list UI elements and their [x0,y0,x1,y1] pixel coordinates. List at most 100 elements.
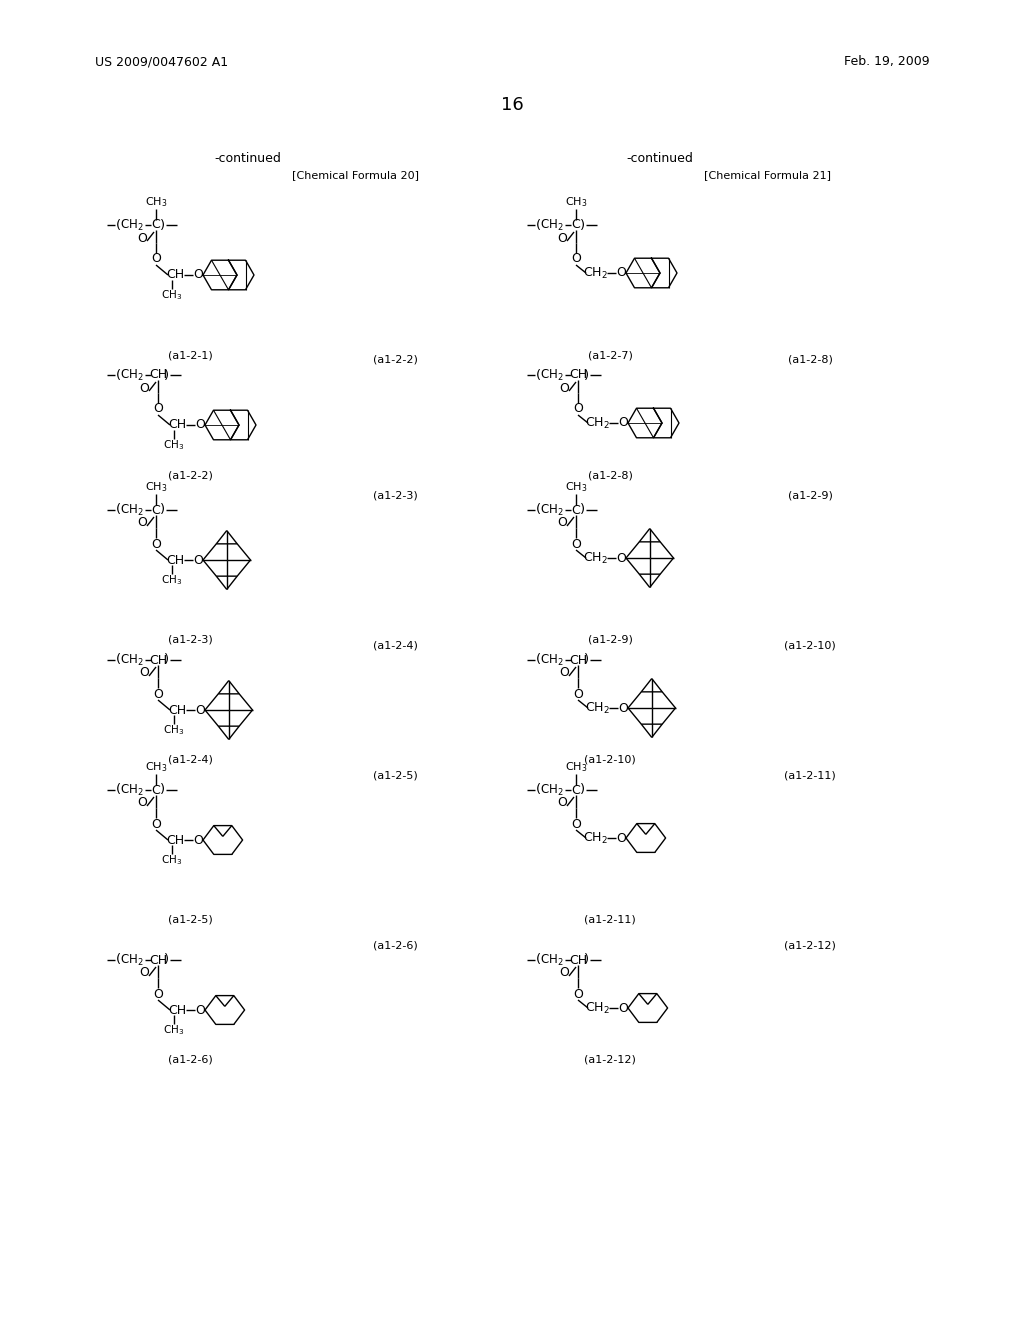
Text: O: O [571,252,581,265]
Text: O: O [571,817,581,830]
Text: O: O [571,537,581,550]
Text: ): ) [165,953,170,966]
Text: (: ( [536,368,541,381]
Text: O: O [616,267,626,280]
Text: (a1-2-7): (a1-2-7) [588,350,633,360]
Text: CH$_3$: CH$_3$ [565,760,587,774]
Text: O: O [139,381,148,395]
Text: CH: CH [148,953,167,966]
Text: (a1-2-11): (a1-2-11) [784,770,836,780]
Text: CH$_3$: CH$_3$ [565,195,587,209]
Text: CH: CH [168,1003,186,1016]
Text: ): ) [581,503,586,516]
Text: ): ) [161,219,166,231]
Text: (a1-2-6): (a1-2-6) [168,1055,212,1065]
Text: O: O [557,231,567,244]
Text: O: O [616,832,626,845]
Text: (a1-2-3): (a1-2-3) [373,490,418,500]
Text: CH$_2$: CH$_2$ [541,953,564,968]
Text: CH$_3$: CH$_3$ [164,1023,184,1038]
Text: CH: CH [166,553,184,566]
Text: C: C [571,503,581,516]
Text: (: ( [116,368,121,381]
Text: (a1-2-3): (a1-2-3) [168,635,212,645]
Text: O: O [195,418,205,432]
Text: O: O [137,231,146,244]
Text: O: O [152,252,161,265]
Text: CH$_3$: CH$_3$ [144,480,167,494]
Text: C: C [152,219,161,231]
Text: 16: 16 [501,96,523,114]
Text: O: O [195,1003,205,1016]
Text: CH$_2$: CH$_2$ [583,265,607,281]
Text: (: ( [536,503,541,516]
Text: O: O [573,403,583,416]
Text: (a1-2-2): (a1-2-2) [373,355,418,366]
Text: CH: CH [148,368,167,381]
Text: O: O [557,796,567,809]
Text: (: ( [116,784,121,796]
Text: ): ) [581,784,586,796]
Text: (a1-2-8): (a1-2-8) [787,355,833,366]
Text: CH$_2$: CH$_2$ [120,218,143,232]
Text: CH$_3$: CH$_3$ [162,853,182,867]
Text: C: C [152,503,161,516]
Text: (a1-2-4): (a1-2-4) [373,640,418,649]
Text: CH$_2$: CH$_2$ [585,1001,609,1015]
Text: -continued: -continued [627,152,693,165]
Text: CH$_2$: CH$_2$ [583,830,607,846]
Text: O: O [137,796,146,809]
Text: CH: CH [166,833,184,846]
Text: O: O [616,552,626,565]
Text: [Chemical Formula 21]: [Chemical Formula 21] [705,170,831,180]
Text: C: C [152,784,161,796]
Text: CH$_3$: CH$_3$ [144,195,167,209]
Text: CH$_2$: CH$_2$ [120,652,143,668]
Text: CH$_2$: CH$_2$ [541,503,564,517]
Text: (a1-2-6): (a1-2-6) [373,940,418,950]
Text: (a1-2-10): (a1-2-10) [584,755,636,766]
Text: ): ) [161,784,166,796]
Text: CH$_3$: CH$_3$ [144,760,167,774]
Text: O: O [152,817,161,830]
Text: (: ( [116,653,121,667]
Text: O: O [153,403,163,416]
Text: (a1-2-8): (a1-2-8) [588,470,633,480]
Text: CH$_2$: CH$_2$ [541,367,564,383]
Text: C: C [571,219,581,231]
Text: O: O [194,268,203,281]
Text: (a1-2-11): (a1-2-11) [584,915,636,925]
Text: ): ) [585,368,590,381]
Text: O: O [152,537,161,550]
Text: CH: CH [168,418,186,432]
Text: CH: CH [166,268,184,281]
Text: (a1-2-10): (a1-2-10) [784,640,836,649]
Text: (: ( [536,653,541,667]
Text: CH$_3$: CH$_3$ [164,723,184,737]
Text: CH: CH [569,953,587,966]
Text: O: O [153,987,163,1001]
Text: CH$_3$: CH$_3$ [162,573,182,587]
Text: CH$_3$: CH$_3$ [164,438,184,451]
Text: (a1-2-5): (a1-2-5) [373,770,418,780]
Text: (a1-2-4): (a1-2-4) [168,755,212,766]
Text: ): ) [165,653,170,667]
Text: CH$_2$: CH$_2$ [120,367,143,383]
Text: (a1-2-1): (a1-2-1) [168,350,212,360]
Text: ): ) [585,653,590,667]
Text: ): ) [165,368,170,381]
Text: O: O [618,417,628,429]
Text: (: ( [536,219,541,231]
Text: CH$_2$: CH$_2$ [583,550,607,565]
Text: O: O [195,704,205,717]
Text: CH: CH [569,368,587,381]
Text: O: O [573,688,583,701]
Text: CH$_3$: CH$_3$ [565,480,587,494]
Text: (: ( [116,953,121,966]
Text: CH$_2$: CH$_2$ [541,652,564,668]
Text: CH$_2$: CH$_2$ [541,218,564,232]
Text: CH: CH [148,653,167,667]
Text: ): ) [585,953,590,966]
Text: ): ) [581,219,586,231]
Text: O: O [194,833,203,846]
